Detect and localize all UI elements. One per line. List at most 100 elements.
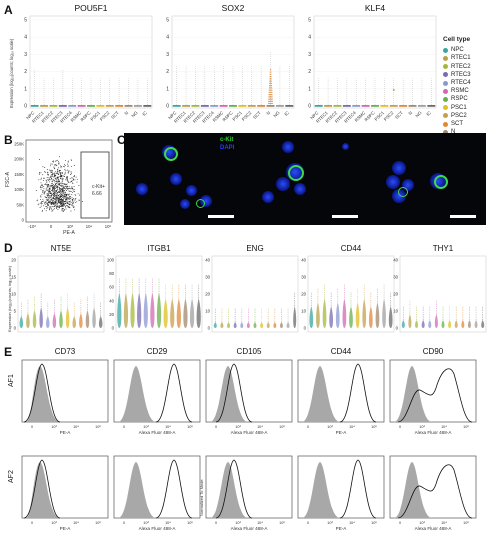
event-dot <box>79 194 81 196</box>
x-tick-label: RSPC <box>222 110 234 122</box>
event-dot <box>56 159 58 161</box>
nucleus <box>262 191 274 203</box>
event-dot <box>49 178 50 180</box>
event-dot <box>62 206 63 207</box>
event-dot <box>57 180 59 182</box>
x-tick-label: 10⁵ <box>371 521 377 525</box>
violin <box>105 105 114 107</box>
event-dot <box>40 186 42 188</box>
event-dot <box>42 179 44 181</box>
event-dot <box>66 204 68 206</box>
y-tick-label: 0 <box>166 104 169 110</box>
sample-histogram <box>155 459 193 519</box>
event-dot <box>51 172 53 174</box>
violin <box>253 322 257 328</box>
x-tick-label: SCT <box>394 110 404 120</box>
x-tick-label: 10⁵ <box>371 425 377 429</box>
event-dot <box>59 202 61 203</box>
event-dot <box>71 181 73 183</box>
event-dot <box>62 187 64 189</box>
event-dot <box>49 187 51 189</box>
nucleus <box>186 185 197 196</box>
event-dot <box>72 179 74 181</box>
event-dot <box>60 193 62 195</box>
event-dot <box>51 178 53 180</box>
event-dot <box>70 181 72 183</box>
event-dot <box>64 171 66 173</box>
event-dot <box>57 168 59 170</box>
event-dot <box>70 204 72 206</box>
event-dot <box>57 187 58 189</box>
violin-band <box>268 86 273 88</box>
event-dot <box>50 203 52 205</box>
event-dot <box>56 204 58 206</box>
event-dot <box>77 178 78 180</box>
x-tick-label: 10⁵ <box>279 521 285 525</box>
event-dot <box>53 186 55 188</box>
event-dot <box>61 180 63 182</box>
event-dot <box>58 206 60 208</box>
y-tick-label: 30 <box>301 275 306 280</box>
legend-item: RTEC1 <box>443 54 471 62</box>
x-tick-label: N <box>123 110 129 116</box>
violin <box>408 314 412 328</box>
event-dot <box>69 204 70 206</box>
event-dot <box>64 183 66 185</box>
nucleus <box>170 173 182 185</box>
y-tick-label: 150K <box>14 172 24 177</box>
x-tick-label: RSPC <box>80 110 92 122</box>
event-dot <box>66 185 68 187</box>
event-dot <box>68 203 70 205</box>
event-dot <box>48 187 50 189</box>
legend-label: SCT <box>451 121 463 128</box>
event-dot <box>68 181 70 183</box>
x-tick-label: 10⁴ <box>349 521 355 525</box>
event-dot <box>47 174 49 176</box>
event-dot <box>63 204 65 206</box>
ckit-cell <box>434 175 448 189</box>
event-dot <box>73 200 75 202</box>
event-dot <box>50 207 52 209</box>
event-dot <box>61 190 63 192</box>
event-dot <box>72 201 74 203</box>
event-dot <box>53 173 55 175</box>
event-dot <box>54 195 55 197</box>
event-dot <box>59 207 61 209</box>
event-dot <box>63 190 65 192</box>
marker-title: CD105 <box>237 347 262 356</box>
event-dot <box>63 187 65 189</box>
event-dot <box>60 195 62 197</box>
event-dot <box>49 207 50 209</box>
event-dot <box>54 185 56 187</box>
event-dot <box>41 201 43 203</box>
event-dot <box>51 174 53 176</box>
violin <box>200 105 209 107</box>
violin <box>58 105 67 107</box>
event-dot <box>47 184 49 186</box>
event-dot <box>58 162 60 164</box>
legend-dot <box>443 64 448 70</box>
event-dot <box>56 171 58 173</box>
violin <box>220 322 224 328</box>
event-dot <box>67 193 69 195</box>
event-dot <box>56 177 58 179</box>
sample-histogram <box>215 363 253 423</box>
violin <box>293 306 297 328</box>
event-dot <box>73 165 75 167</box>
event-dot <box>65 169 67 171</box>
event-dot <box>38 179 40 181</box>
event-dot <box>61 175 63 177</box>
event-dot <box>63 184 65 185</box>
event-dot <box>40 195 42 197</box>
event-dot <box>56 197 58 199</box>
event-dot <box>49 199 51 201</box>
violin <box>124 105 133 107</box>
event-dot <box>62 177 64 179</box>
x-tick-label: 10⁴ <box>257 425 263 429</box>
event-dot <box>55 201 57 203</box>
violin <box>182 105 191 107</box>
histogram-frame <box>205 359 293 423</box>
event-dot <box>74 188 76 190</box>
event-dot <box>50 186 52 188</box>
event-dot <box>35 190 37 192</box>
